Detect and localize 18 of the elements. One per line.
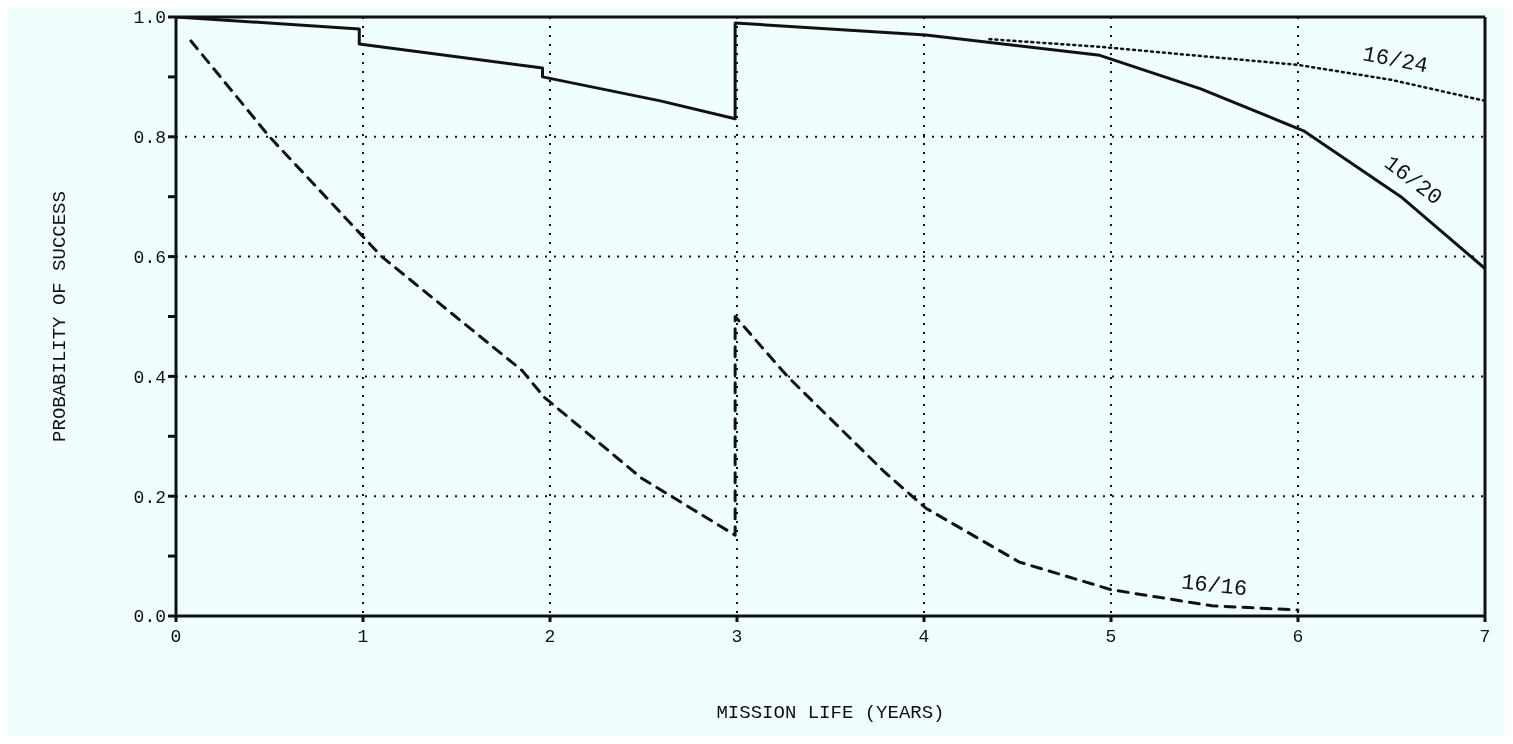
y-tick-label: 0.4 xyxy=(133,367,166,388)
y-tick-label: 1.0 xyxy=(133,8,166,29)
x-tick-label: 1 xyxy=(357,627,369,647)
x-tick-label: 2 xyxy=(544,627,556,647)
y-axis-title: PROBABILITY OF SUCCESS xyxy=(48,191,71,442)
x-axis-title: MISSION LIFE (YEARS) xyxy=(716,702,945,724)
x-tick-label: 3 xyxy=(731,627,743,647)
y-tick-label: 0.2 xyxy=(133,487,166,508)
x-tick-label: 4 xyxy=(918,627,930,647)
text: 16/16 xyxy=(1179,570,1249,603)
x-tick-label: 0 xyxy=(170,627,182,647)
y-tick-label: 0.0 xyxy=(133,607,166,628)
x-tick-label: 5 xyxy=(1105,627,1117,647)
y-tick-label: 0.6 xyxy=(133,247,166,268)
y-tick-label: 0.8 xyxy=(133,128,166,149)
x-tick-label: 6 xyxy=(1292,627,1304,647)
text: 16/24 xyxy=(1360,42,1430,80)
x-tick-label: 7 xyxy=(1479,627,1491,647)
